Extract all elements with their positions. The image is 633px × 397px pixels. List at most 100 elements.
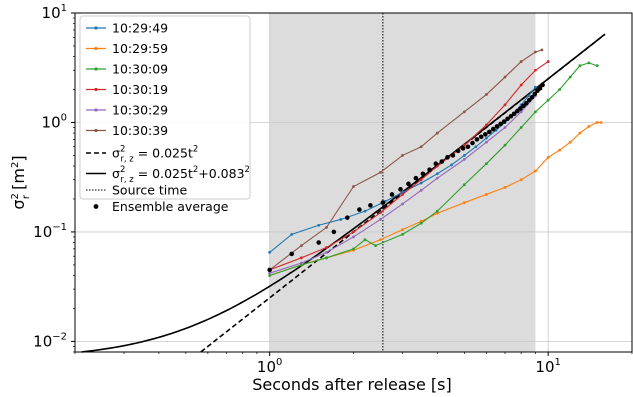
- ensemble-point: [515, 108, 520, 114]
- tick-label-exponent: 1: [555, 357, 561, 368]
- legend-fit-label-part: +0.083: [198, 166, 244, 181]
- series-2-point: [419, 219, 423, 223]
- series-6-point: [503, 75, 507, 79]
- legend-fit-label-part: σ: [112, 146, 120, 161]
- series-4-point: [419, 178, 423, 182]
- ensemble-point: [344, 215, 350, 220]
- series-2-point: [568, 140, 572, 144]
- legend-label-3: 10:30:09: [112, 62, 168, 77]
- ensemble-point: [455, 148, 461, 154]
- tick-label-base: 10: [33, 332, 52, 350]
- series-1-point: [462, 154, 466, 157]
- series-1-point: [484, 136, 488, 140]
- series-5-point: [462, 157, 466, 161]
- tick-label-exponent: 0: [61, 112, 67, 123]
- ensemble-point: [524, 100, 529, 106]
- legend-label-2: 10:29:59: [112, 41, 168, 56]
- ensemble-point: [508, 113, 514, 119]
- y-axis-label-part: 2: [10, 162, 21, 168]
- series-1-point: [435, 172, 439, 176]
- legend-marker-1: [94, 26, 98, 30]
- ensemble-point: [521, 103, 526, 109]
- tick-label-base: 10: [33, 223, 52, 241]
- series-6-point: [401, 154, 404, 157]
- legend: 10:29:49 10:29:59 10:30:09 10:30:19 10:30:29…: [79, 15, 251, 214]
- series-4-point: [503, 103, 507, 107]
- ensemble-point: [501, 119, 507, 124]
- ensemble-point: [505, 116, 510, 122]
- series-2-point: [578, 131, 582, 135]
- series-5-point: [352, 235, 355, 239]
- legend-fit-label-part: 2: [120, 145, 125, 155]
- legend-marker-4: [94, 87, 98, 92]
- series-5-point: [484, 140, 488, 144]
- series-4-point: [519, 83, 523, 87]
- series-3-point: [595, 64, 599, 68]
- tick-label-exponent: 0: [276, 357, 282, 368]
- series-2-point: [435, 211, 439, 215]
- series-6-point: [419, 145, 423, 149]
- series-2-point: [599, 121, 603, 124]
- series-2-point: [462, 201, 466, 205]
- ensemble-point: [267, 267, 272, 273]
- ensemble-point: [487, 129, 492, 135]
- series-1-point: [527, 94, 530, 98]
- legend-fit-label-part: 2: [245, 165, 250, 175]
- legend-fit-label-part: 2: [193, 165, 198, 175]
- ensemble-point: [445, 155, 450, 160]
- ensemble-point: [478, 134, 484, 140]
- legend-fit-label-part: σ: [112, 166, 120, 181]
- ensemble-point: [540, 82, 545, 88]
- series-line-2: [269, 121, 602, 277]
- series-3-point: [401, 232, 404, 236]
- ensemble-point: [511, 111, 517, 117]
- tick-label-base: 10: [42, 4, 61, 22]
- ensemble-point: [433, 161, 439, 167]
- series-4-point: [401, 193, 404, 196]
- series-2-point: [503, 186, 507, 189]
- ensemble-point: [465, 144, 471, 150]
- legend-marker-3: [94, 67, 98, 71]
- legend-marker-2: [94, 46, 98, 51]
- ensemble-point: [460, 146, 466, 151]
- ensemble-point: [357, 207, 362, 212]
- legend-fit-label-part: = 0.025t: [134, 146, 193, 161]
- series-3-point: [374, 244, 377, 248]
- series-5-point: [299, 261, 303, 265]
- legend-source-label: Source time: [112, 183, 187, 198]
- series-2-point: [546, 155, 550, 159]
- series-4-point: [379, 211, 382, 215]
- series-1-point: [317, 223, 321, 227]
- series-3-point: [534, 110, 537, 114]
- series-3-point: [419, 221, 423, 225]
- ensemble-point: [389, 192, 395, 197]
- series-3-point: [462, 183, 466, 187]
- x-axis-label: Seconds after release [s]: [252, 375, 452, 394]
- y-axis-label-part: 2: [10, 193, 21, 199]
- series-1-point: [474, 145, 478, 149]
- series-2-point: [484, 193, 488, 196]
- series-4-point: [534, 68, 537, 72]
- ensemble-point: [474, 137, 480, 142]
- y-axis-label-part: [m: [9, 168, 28, 195]
- y-tick-label: 10−2: [33, 331, 67, 350]
- y-axis-label-text: σ2r [m2]: [9, 155, 32, 209]
- legend-fit-label-part: r, z: [120, 155, 134, 165]
- series-5-point: [519, 110, 523, 114]
- series-3-point: [558, 88, 562, 91]
- series-3-point: [503, 143, 507, 147]
- series-5-point: [503, 126, 507, 129]
- legend-label-4: 10:30:19: [112, 82, 168, 97]
- series-2-point: [401, 228, 404, 232]
- series-line-6: [269, 49, 543, 271]
- legend-box: [79, 15, 251, 200]
- ensemble-point: [498, 121, 503, 127]
- series-1-point: [363, 209, 367, 213]
- series-6-point: [352, 185, 355, 188]
- shaded-region: [269, 13, 536, 352]
- ensemble-point: [490, 126, 496, 132]
- ensemble-point: [450, 153, 456, 158]
- fit-line-2: [81, 33, 606, 353]
- legend-fit-label-1: σ2 r, z = 0.025t2: [112, 145, 198, 165]
- series-3-point: [363, 238, 367, 242]
